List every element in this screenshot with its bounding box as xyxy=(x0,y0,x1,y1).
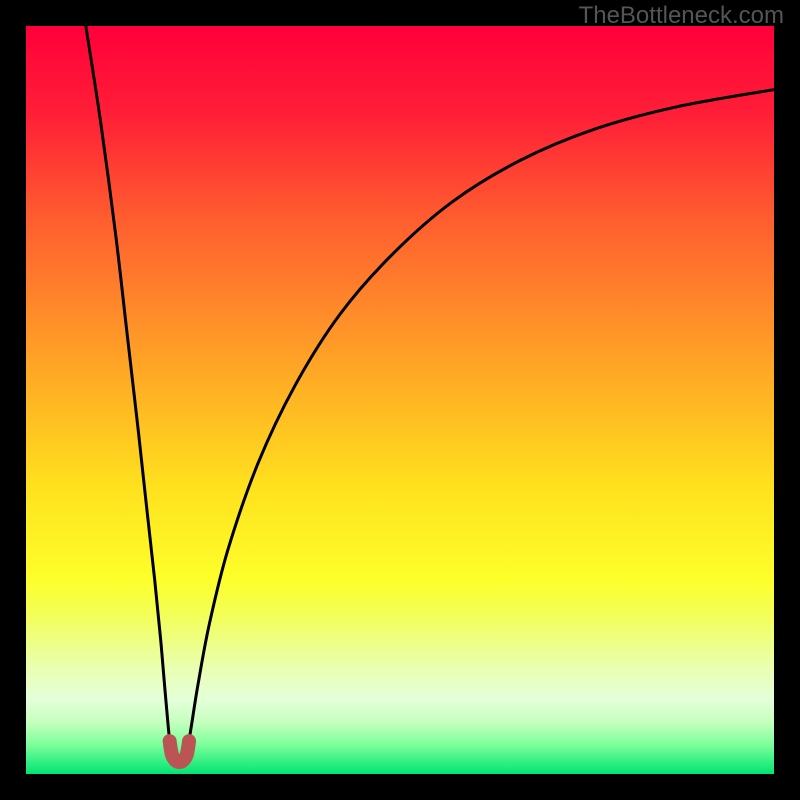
curve-left xyxy=(86,26,170,740)
curve-svg xyxy=(26,26,774,774)
plot-area xyxy=(26,26,774,774)
curve-dip xyxy=(170,741,189,762)
curve-right xyxy=(189,90,774,741)
watermark-text: TheBottleneck.com xyxy=(579,2,784,30)
chart-container: TheBottleneck.com xyxy=(0,0,800,800)
